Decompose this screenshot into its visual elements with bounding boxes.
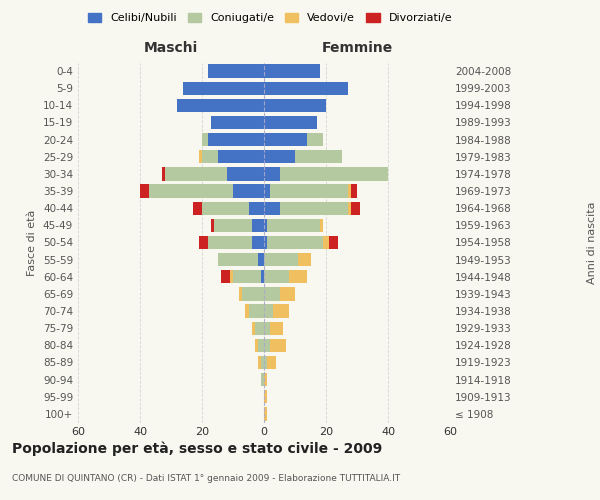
Bar xyxy=(218,150,264,164)
Bar xyxy=(329,236,338,249)
Bar xyxy=(264,167,280,180)
Y-axis label: Fasce di età: Fasce di età xyxy=(28,210,37,276)
Bar xyxy=(162,167,165,180)
Bar xyxy=(264,390,267,404)
Bar xyxy=(320,218,323,232)
Bar xyxy=(218,253,258,266)
Bar xyxy=(351,184,357,198)
Bar xyxy=(211,116,264,129)
Bar xyxy=(211,218,214,232)
Bar xyxy=(227,167,264,180)
Bar xyxy=(248,202,264,215)
Bar xyxy=(267,356,277,369)
Bar xyxy=(264,218,267,232)
Text: Anni di nascita: Anni di nascita xyxy=(587,201,597,284)
Bar xyxy=(264,236,267,249)
Bar xyxy=(264,150,295,164)
Bar xyxy=(193,202,202,215)
Bar xyxy=(202,202,248,215)
Legend: Celibi/Nubili, Coniugati/e, Vedovi/e, Divorziati/e: Celibi/Nubili, Coniugati/e, Vedovi/e, Di… xyxy=(83,8,457,28)
Bar xyxy=(270,322,283,335)
Bar xyxy=(248,304,264,318)
Bar xyxy=(177,98,264,112)
Bar xyxy=(270,338,286,352)
Bar xyxy=(140,184,149,198)
Bar xyxy=(348,202,351,215)
Bar xyxy=(264,202,280,215)
Bar xyxy=(199,236,208,249)
Bar xyxy=(298,253,311,266)
Bar xyxy=(264,373,267,386)
Bar xyxy=(214,218,251,232)
Bar xyxy=(264,98,326,112)
Bar xyxy=(239,287,242,300)
Bar xyxy=(261,356,264,369)
Bar xyxy=(261,373,264,386)
Bar xyxy=(245,304,248,318)
Bar xyxy=(264,407,267,420)
Bar xyxy=(230,270,233,283)
Bar xyxy=(264,287,280,300)
Bar xyxy=(261,270,264,283)
Bar xyxy=(289,270,307,283)
Bar xyxy=(280,202,348,215)
Bar xyxy=(323,236,329,249)
Bar xyxy=(280,287,295,300)
Text: COMUNE DI QUINTANO (CR) - Dati ISTAT 1° gennaio 2009 - Elaborazione TUTTITALIA.I: COMUNE DI QUINTANO (CR) - Dati ISTAT 1° … xyxy=(12,474,400,483)
Bar xyxy=(264,82,348,95)
Bar xyxy=(348,184,351,198)
Bar xyxy=(280,167,388,180)
Bar xyxy=(264,116,317,129)
Bar xyxy=(258,356,261,369)
Bar xyxy=(202,150,218,164)
Bar xyxy=(233,270,261,283)
Bar xyxy=(351,202,360,215)
Text: Popolazione per età, sesso e stato civile - 2009: Popolazione per età, sesso e stato civil… xyxy=(12,441,382,456)
Bar xyxy=(199,150,202,164)
Bar xyxy=(233,184,264,198)
Bar xyxy=(221,270,230,283)
Text: Maschi: Maschi xyxy=(144,41,198,55)
Bar xyxy=(264,253,298,266)
Bar xyxy=(270,184,348,198)
Bar xyxy=(254,322,264,335)
Bar xyxy=(255,338,258,352)
Bar xyxy=(264,322,270,335)
Bar xyxy=(264,133,307,146)
Bar xyxy=(251,218,264,232)
Bar xyxy=(251,322,254,335)
Bar xyxy=(264,304,274,318)
Bar xyxy=(295,150,341,164)
Bar xyxy=(208,133,264,146)
Bar xyxy=(242,287,264,300)
Bar xyxy=(208,64,264,78)
Text: Femmine: Femmine xyxy=(322,41,392,55)
Bar xyxy=(264,184,270,198)
Bar xyxy=(258,338,264,352)
Bar xyxy=(208,236,251,249)
Bar xyxy=(184,82,264,95)
Bar xyxy=(267,218,320,232)
Bar xyxy=(202,133,208,146)
Bar xyxy=(264,338,270,352)
Bar xyxy=(258,253,264,266)
Bar xyxy=(307,133,323,146)
Bar xyxy=(264,64,320,78)
Bar xyxy=(149,184,233,198)
Bar xyxy=(251,236,264,249)
Bar xyxy=(165,167,227,180)
Bar xyxy=(264,270,289,283)
Bar xyxy=(264,356,267,369)
Bar xyxy=(267,236,323,249)
Bar xyxy=(274,304,289,318)
